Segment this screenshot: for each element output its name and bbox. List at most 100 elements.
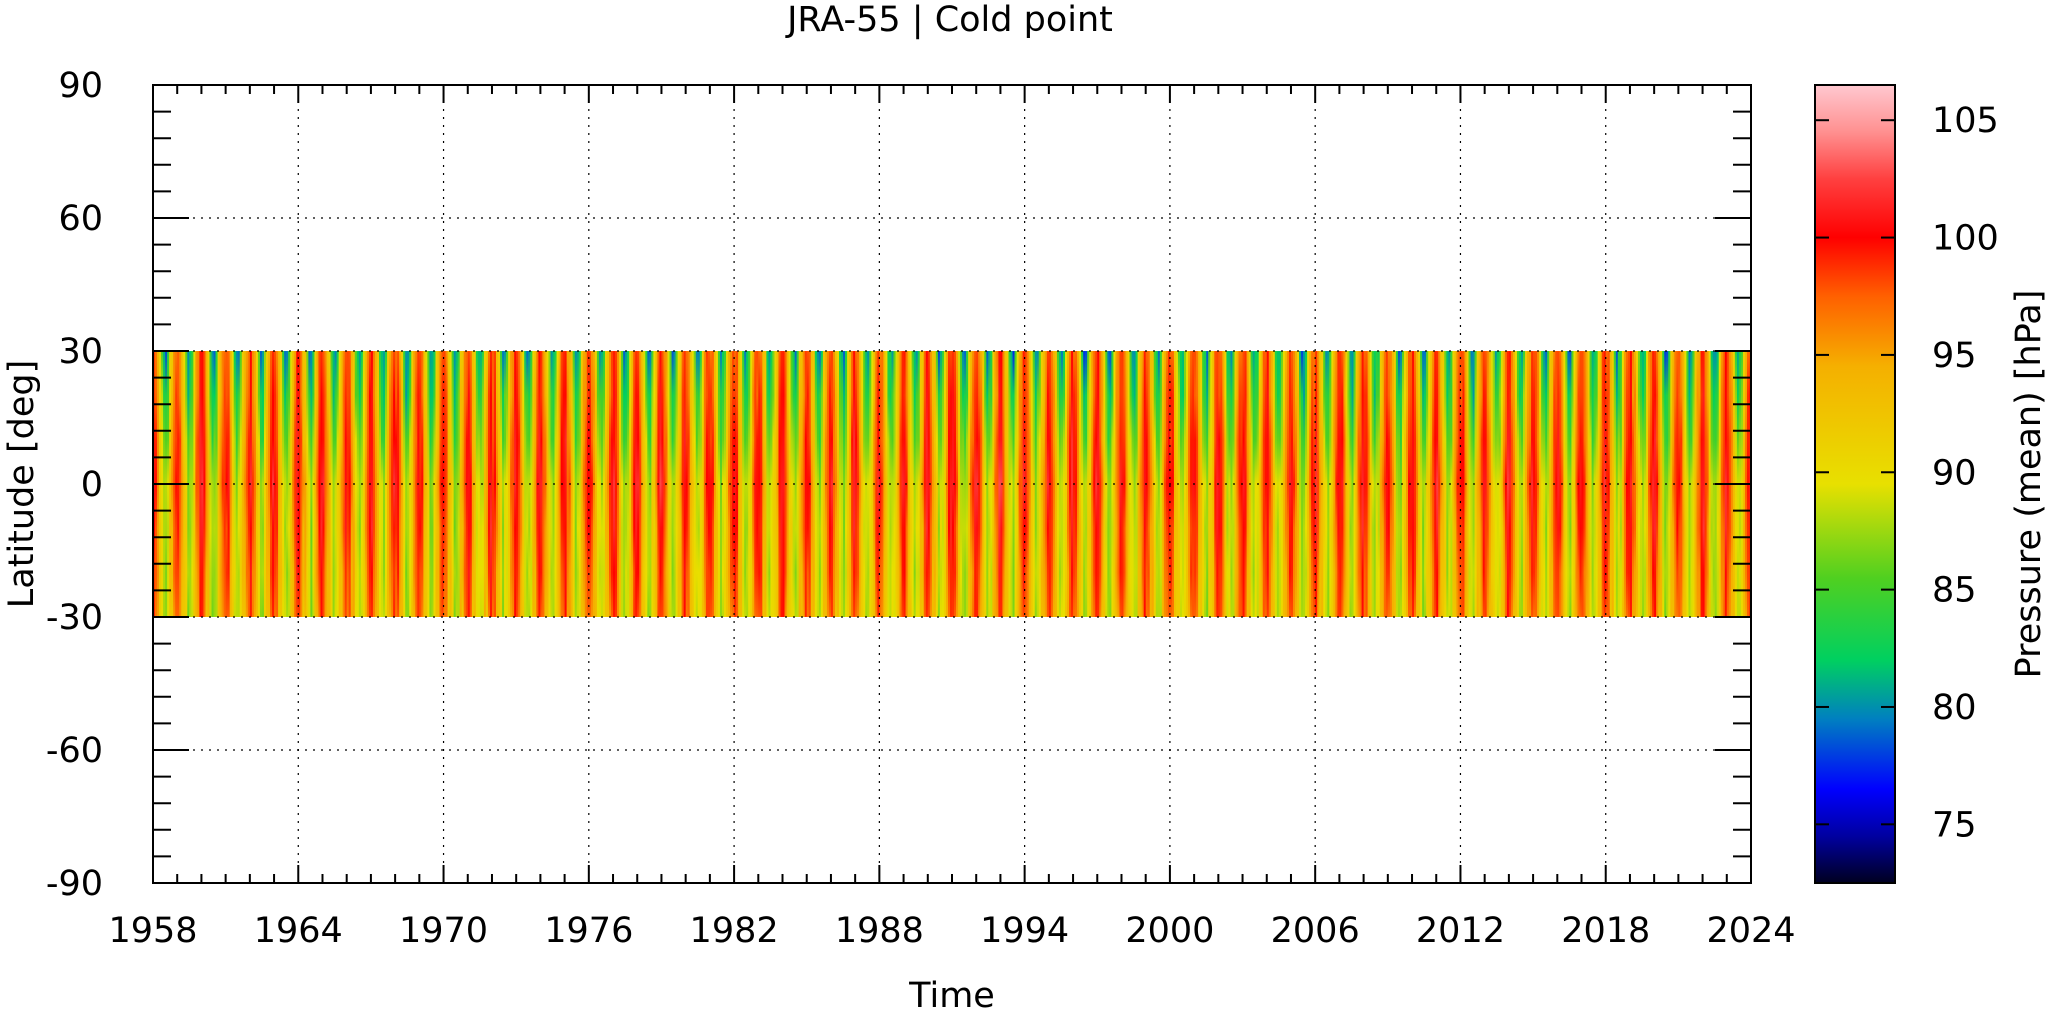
- heatmap-cell: [786, 351, 790, 617]
- heatmap-cell: [877, 351, 880, 617]
- x-tick-label: 1964: [254, 911, 343, 951]
- heatmap-cell: [871, 351, 874, 617]
- heatmap-cell: [923, 351, 927, 617]
- heatmap-cell: [383, 351, 386, 617]
- heatmap-cell: [1359, 351, 1363, 617]
- heatmap-cell: [387, 351, 390, 617]
- heatmap-cell: [909, 351, 913, 617]
- heatmap-cell: [643, 351, 646, 617]
- heatmap-cell: [1145, 351, 1149, 617]
- x-tick-label: 1970: [399, 911, 488, 951]
- heatmap-cell: [814, 351, 818, 617]
- heatmap-cell: [964, 351, 967, 617]
- heatmap-cell: [748, 351, 751, 617]
- heatmap-cell: [500, 351, 503, 617]
- heatmap-cell: [346, 351, 350, 617]
- heatmap-cell: [675, 351, 679, 617]
- y-tick-label: -90: [46, 864, 103, 904]
- heatmap-cell: [1111, 351, 1115, 617]
- heatmap-cell: [1385, 351, 1389, 617]
- heatmap-cell: [378, 351, 382, 617]
- heatmap-cell: [530, 351, 533, 617]
- heatmap-cell: [611, 351, 614, 617]
- heatmap-cell: [578, 351, 582, 617]
- x-tick-labels: 1958 1964 1970 1976 1982 1988 1994 2000 2006 2012…: [108, 911, 1795, 951]
- heatmap-cell: [691, 351, 695, 617]
- heatmap-cell: [574, 351, 578, 617]
- heatmap-cell: [1335, 351, 1338, 617]
- heatmap-cell: [1171, 351, 1175, 617]
- heatmap-cell: [1260, 351, 1264, 617]
- heatmap-cell: [322, 351, 326, 617]
- colorbar-tick-label: 85: [1932, 571, 1977, 611]
- heatmap-cell: [855, 351, 858, 617]
- heatmap-cell: [679, 351, 683, 617]
- heatmap-cell: [261, 351, 265, 617]
- heatmap-cell: [839, 351, 842, 617]
- heatmap-cell: [1694, 351, 1698, 617]
- heatmap-cell: [1633, 351, 1637, 617]
- heatmap-cell: [921, 351, 925, 617]
- heatmap-cell: [863, 351, 866, 617]
- heatmap-cell: [782, 351, 786, 617]
- heatmap-cell: [1523, 351, 1526, 617]
- heatmap-cell: [1323, 351, 1326, 617]
- heatmap-cell: [1710, 351, 1714, 617]
- heatmap-cell: [818, 351, 822, 617]
- heatmap-cell: [1476, 351, 1480, 617]
- heatmap-cell: [1177, 351, 1181, 617]
- heatmap-cell: [326, 351, 330, 617]
- colorbar-tick-label: 90: [1932, 453, 1977, 493]
- heatmap-cell: [847, 351, 850, 617]
- heatmap-cell: [1292, 351, 1296, 617]
- heatmap-cell: [364, 351, 368, 617]
- heatmap-cell: [1343, 351, 1347, 617]
- heatmap-cell: [1319, 351, 1322, 617]
- heatmap-cell: [1365, 351, 1369, 617]
- heatmap-cell: [1462, 351, 1466, 617]
- heatmap-cell: [1460, 351, 1464, 617]
- heatmap-cell: [407, 351, 410, 617]
- heatmap-cell: [1452, 351, 1456, 617]
- heatmap-cell: [1228, 351, 1232, 617]
- heatmap-cell: [780, 351, 784, 617]
- heatmap-cell: [1603, 351, 1607, 617]
- heatmap-cell: [895, 351, 899, 617]
- heatmap-cell: [726, 351, 729, 617]
- heatmap-cell: [259, 351, 263, 617]
- heatmap-cell: [621, 351, 624, 617]
- heatmap-cell: [534, 351, 537, 617]
- heatmap-cell: [1662, 351, 1665, 617]
- colorbar-tick-label: 105: [1932, 101, 1999, 141]
- heatmap-cell: [1331, 351, 1334, 617]
- heatmap-cell: [1155, 351, 1159, 617]
- heatmap-cell: [1210, 351, 1213, 617]
- heatmap-cell: [1307, 351, 1310, 617]
- heatmap-cell: [207, 351, 211, 617]
- heatmap-cell: [1020, 351, 1024, 617]
- heatmap-cell: [879, 351, 882, 617]
- x-tick-label: 1982: [690, 911, 779, 951]
- heatmap-cell: [477, 351, 481, 617]
- heatmap-cell: [516, 351, 519, 617]
- heatmap-cell: [1363, 351, 1367, 617]
- heatmap-cell: [1270, 351, 1274, 617]
- heatmap-cell: [1058, 351, 1062, 617]
- heatmap-cell: [699, 351, 703, 617]
- heatmap-cell: [1127, 351, 1131, 617]
- heatmap-cell: [869, 351, 872, 617]
- heatmap-cell: [834, 351, 838, 617]
- heatmap-cell: [427, 351, 431, 617]
- heatmap-cell: [1422, 351, 1425, 617]
- heatmap-cell: [332, 351, 336, 617]
- heatmap-cell: [845, 351, 848, 617]
- heatmap-cell: [1466, 351, 1470, 617]
- heatmap-cell: [974, 351, 977, 617]
- heatmap-cell: [966, 351, 969, 617]
- heatmap-cell: [1486, 351, 1490, 617]
- heatmap-cell: [978, 351, 981, 617]
- heatmap-cell: [1547, 351, 1550, 617]
- heatmap-cell: [812, 351, 816, 617]
- heatmap-cell: [1450, 351, 1453, 617]
- heatmap-cell: [734, 351, 737, 617]
